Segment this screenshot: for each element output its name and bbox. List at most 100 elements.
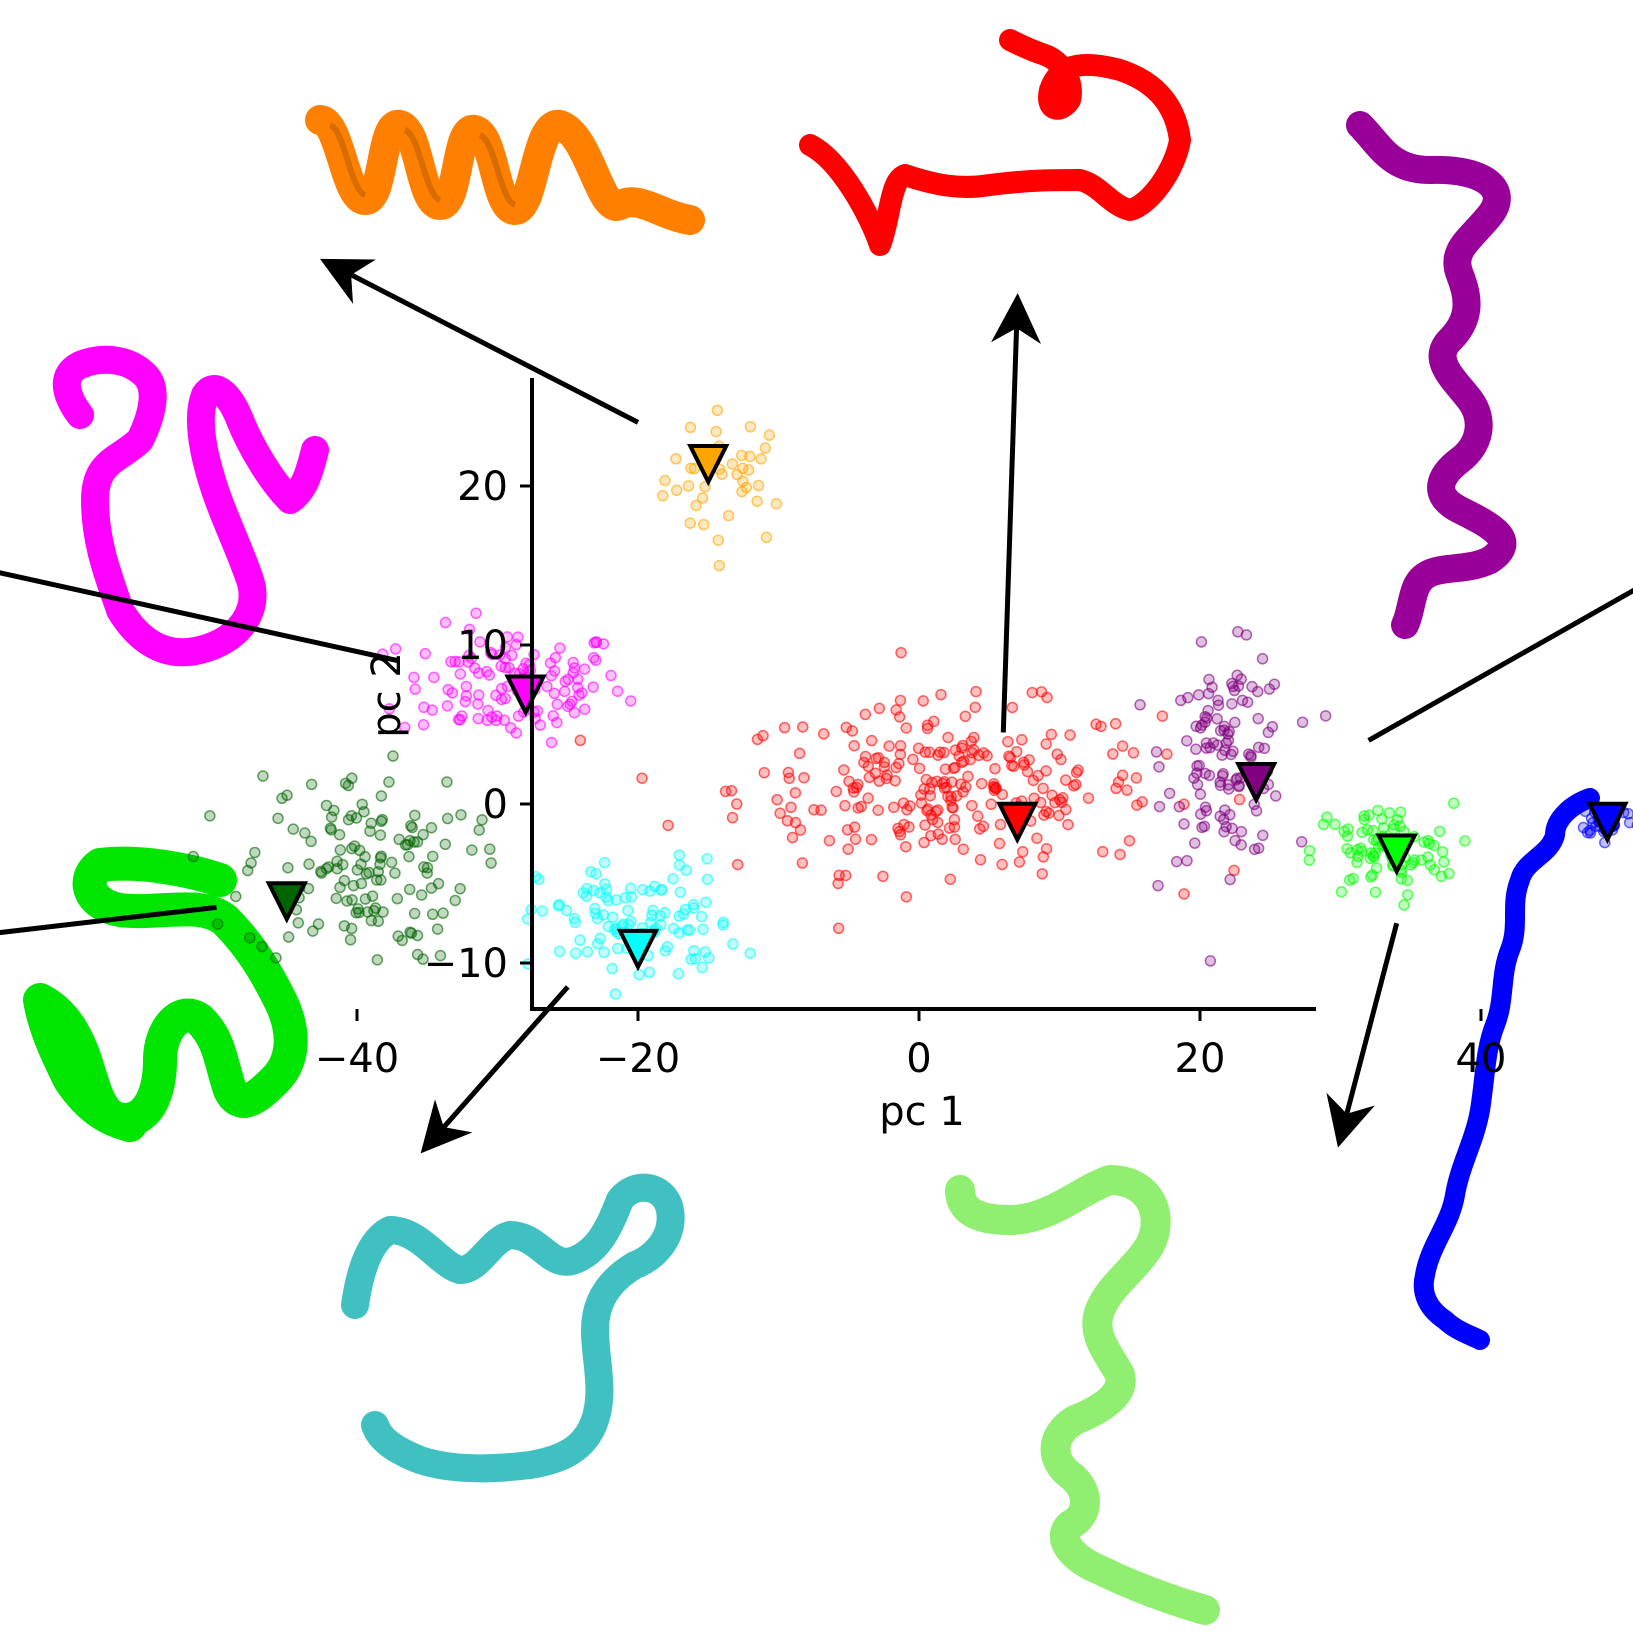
scatter-point [576, 687, 588, 699]
scatter-point [1436, 846, 1449, 858]
magenta-loop-structure [52, 345, 329, 667]
scatter-point [249, 846, 261, 859]
scatter-point [839, 869, 852, 882]
scatter-point [1109, 717, 1122, 730]
scatter-point [1405, 859, 1417, 871]
scatter-point [701, 853, 713, 865]
scatter-point [581, 882, 593, 895]
scatter-point [455, 809, 467, 821]
red-coil-structure [799, 29, 1191, 256]
scatter-point [305, 778, 318, 791]
scatter-point [964, 753, 976, 766]
scatter-point [894, 739, 907, 752]
scatter-point [282, 931, 295, 943]
scatter-point [334, 881, 346, 894]
scatter-point [946, 776, 958, 788]
scatter-point [1202, 687, 1215, 700]
arrow [1326, 922, 1400, 1148]
scatter-point [840, 721, 853, 734]
scatter-point [695, 910, 708, 923]
scatter-point [1195, 636, 1208, 648]
scatter-point [1233, 780, 1245, 793]
scatter-point [1367, 824, 1379, 837]
scatter-point [1366, 869, 1379, 881]
scatter-point [900, 722, 913, 734]
scatter-point [483, 843, 496, 855]
scatter-point [904, 800, 916, 812]
scatter-point [931, 816, 944, 829]
scatter-point [943, 822, 956, 834]
scatter-point [913, 762, 926, 775]
scatter-point [439, 838, 452, 851]
arrow [1367, 587, 1633, 743]
scatter-point [431, 923, 444, 935]
y-tick-label: 20 [457, 464, 508, 510]
scatter-point [1016, 734, 1028, 746]
scatter-point [590, 868, 602, 880]
scatter-point [877, 870, 889, 883]
scatter-point [862, 792, 874, 804]
scatter-point [855, 800, 867, 813]
scatter-point [894, 748, 907, 761]
scatter-point [372, 915, 385, 928]
scatter-point [900, 891, 913, 903]
scatter-point [681, 924, 693, 936]
scatter-point [408, 907, 421, 920]
scatter-point [385, 856, 398, 869]
scatter-point [789, 816, 802, 829]
scatter-point [425, 882, 438, 894]
scatter-point [1422, 851, 1434, 863]
scatter-point [320, 799, 333, 812]
scatter-point [1296, 716, 1309, 729]
scatter-point [503, 662, 515, 674]
scatter-point [1415, 854, 1427, 866]
scatter-point [957, 786, 969, 798]
scatter-point [731, 858, 744, 871]
scatter-point [971, 810, 984, 822]
scatter-point [372, 865, 385, 878]
scatter-point [726, 811, 739, 824]
scatter-point [339, 777, 352, 790]
scatter-point [936, 777, 949, 790]
scatter-point [744, 421, 757, 433]
scatter-point [763, 429, 776, 441]
arrow [0, 904, 217, 936]
blue-strand-structure [1413, 788, 1600, 1350]
scatter-point [594, 932, 606, 945]
scatter-point [341, 895, 353, 907]
scatter-point [415, 889, 428, 901]
scatter-point [778, 721, 791, 734]
scatter-point [387, 750, 399, 762]
scatter-point [1203, 673, 1215, 686]
scatter-point [334, 844, 347, 856]
scatter-point [712, 534, 725, 546]
scatter-point [485, 857, 497, 869]
scatter-point [957, 843, 970, 855]
scatter-point [1021, 765, 1034, 778]
scatter-point [770, 497, 783, 510]
scatter-point [975, 777, 988, 790]
scatter-point [1235, 673, 1247, 685]
scatter-point [591, 912, 604, 925]
scatter-point [1043, 807, 1055, 819]
scatter-point [419, 647, 431, 660]
scatter-point [1178, 818, 1190, 830]
scatter-point [1241, 696, 1254, 708]
scatter-point [1303, 844, 1316, 857]
scatter-point [894, 829, 907, 841]
scatter-point [690, 499, 702, 512]
scatter-point [554, 642, 566, 654]
scatter-point [425, 821, 438, 834]
scatter-point [1123, 834, 1136, 847]
scatter-point [1369, 886, 1382, 898]
scatter-point [409, 683, 421, 695]
scatter-point [1391, 814, 1404, 826]
scatter-point [924, 789, 937, 802]
scatter-point [466, 844, 478, 856]
green-loop-structure [23, 846, 308, 1142]
y-axis-ticks: −10 0 10 20 [424, 464, 532, 987]
scatter-point [1127, 747, 1140, 759]
scatter-point [858, 756, 870, 769]
scatter-point [994, 818, 1007, 831]
scatter-point [872, 751, 885, 764]
